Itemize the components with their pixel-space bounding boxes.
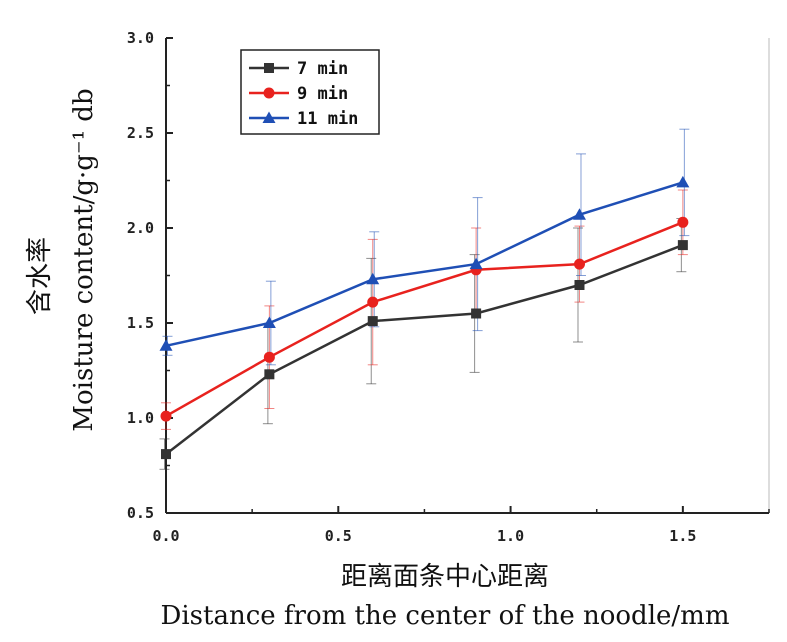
x-tick-label: 0.0 xyxy=(152,527,179,545)
data-point xyxy=(573,258,585,270)
data-point xyxy=(677,216,689,228)
y-tick-label: 3.0 xyxy=(127,29,154,47)
data-point xyxy=(159,339,173,351)
series-lines xyxy=(165,181,684,456)
legend-marker xyxy=(263,87,275,99)
data-point xyxy=(264,369,275,380)
x-axis-title-cn: 距离面条中心距离 xyxy=(341,562,549,592)
axes: 0.5 1.0 1.5 2.0 2.5 3.0 0.0 0.5 1.0 1.5 xyxy=(127,29,770,545)
data-point xyxy=(263,351,275,363)
legend: 7 min 9 min 11 min xyxy=(240,49,380,135)
series-line-9-min xyxy=(165,221,684,418)
y-tick-label: 1.5 xyxy=(127,314,154,332)
error-bars xyxy=(159,128,690,470)
x-tick-label: 1.0 xyxy=(497,527,524,545)
y-tick-label: 2.5 xyxy=(127,124,154,142)
legend-marker xyxy=(264,63,274,73)
data-point xyxy=(161,449,171,460)
data-point xyxy=(262,316,276,328)
data-point xyxy=(471,308,482,319)
series-line-7-min xyxy=(165,243,684,456)
series-line-11-min xyxy=(165,181,684,348)
legend-label: 11 min xyxy=(297,109,358,129)
data-point xyxy=(469,257,483,270)
x-axis-title-en: Distance from the center of the noodle/m… xyxy=(161,601,730,631)
data-point xyxy=(367,296,379,308)
legend-label: 9 min xyxy=(297,84,348,104)
data-point xyxy=(574,280,585,290)
y-tick-label: 0.5 xyxy=(127,504,154,522)
data-point xyxy=(160,410,172,422)
y-axis-title-en: Moisture content/g·g⁻¹ db xyxy=(69,88,99,431)
x-tick-label: 0.5 xyxy=(325,527,352,545)
data-point xyxy=(367,316,378,327)
legend-label: 7 min xyxy=(297,59,348,79)
y-tick-label: 1.0 xyxy=(127,409,154,427)
y-tick-label: 2.0 xyxy=(127,219,154,237)
data-point xyxy=(677,240,688,251)
data-point xyxy=(676,175,690,188)
legend-marker xyxy=(262,111,276,123)
x-tick-label: 1.5 xyxy=(669,527,696,545)
data-point xyxy=(572,208,586,220)
series-markers xyxy=(159,175,690,460)
y-axis-title-cn: 含水率 xyxy=(25,237,55,315)
data-point xyxy=(366,272,380,285)
